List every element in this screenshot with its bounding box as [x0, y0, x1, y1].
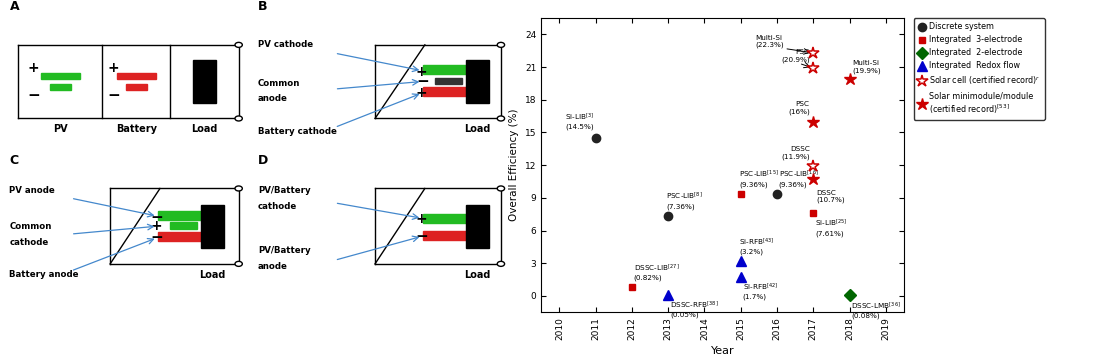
Text: cathode: cathode: [9, 238, 49, 247]
Circle shape: [235, 116, 242, 121]
Text: PV anode: PV anode: [9, 186, 55, 195]
Text: +: +: [416, 86, 427, 100]
Text: Common: Common: [258, 79, 300, 88]
Circle shape: [235, 261, 242, 266]
Bar: [158, 232, 209, 241]
X-axis label: Year: Year: [711, 346, 734, 356]
Text: C: C: [9, 154, 19, 167]
Bar: [193, 60, 217, 103]
Circle shape: [235, 42, 242, 47]
Bar: [465, 60, 489, 103]
Text: Load: Load: [200, 270, 225, 280]
Text: +: +: [416, 65, 427, 79]
Bar: [126, 84, 147, 90]
Bar: [423, 87, 473, 96]
Text: DSSC-RFB$^{[38]}$
(0.05%): DSSC-RFB$^{[38]}$ (0.05%): [670, 299, 719, 318]
Text: Multi-Si
(22.3%): Multi-Si (22.3%): [756, 35, 783, 48]
Text: A: A: [9, 0, 19, 13]
Y-axis label: Overall Efficiency (%): Overall Efficiency (%): [509, 109, 519, 222]
Text: PSC
(20.9%): PSC (20.9%): [781, 49, 809, 63]
Text: B: B: [258, 0, 268, 13]
Text: Si-LIB$^{[25]}$
(7.61%): Si-LIB$^{[25]}$ (7.61%): [815, 218, 847, 237]
Bar: [201, 205, 224, 248]
Text: Si-LIB$^{[3]}$
(14.5%): Si-LIB$^{[3]}$ (14.5%): [565, 111, 594, 130]
Bar: [423, 214, 473, 223]
Text: PSC
(16%): PSC (16%): [788, 102, 809, 115]
Text: DSSC-LIB$^{[27]}$
(0.82%): DSSC-LIB$^{[27]}$ (0.82%): [634, 262, 680, 281]
Text: Load: Load: [464, 124, 491, 134]
Text: +: +: [28, 61, 39, 75]
Text: PSC-LIB$^{[16]}$
(9.36%): PSC-LIB$^{[16]}$ (9.36%): [779, 169, 819, 188]
Text: PV: PV: [52, 124, 68, 134]
Text: cathode: cathode: [258, 202, 297, 211]
Text: DSSC
(11.9%): DSSC (11.9%): [781, 146, 809, 160]
Bar: [423, 231, 473, 240]
Bar: [435, 78, 462, 84]
Text: +: +: [107, 61, 119, 75]
Bar: [465, 205, 489, 248]
Text: Battery anode: Battery anode: [9, 270, 79, 279]
Text: +: +: [415, 212, 427, 226]
Bar: [117, 73, 156, 79]
Text: DSSC-LMB$^{[36]}$
(0.08%): DSSC-LMB$^{[36]}$ (0.08%): [852, 300, 902, 319]
Bar: [158, 211, 209, 220]
Text: Multi-Si
(19.9%): Multi-Si (19.9%): [853, 60, 881, 74]
Circle shape: [498, 42, 504, 47]
Bar: [49, 84, 71, 90]
Bar: [40, 73, 80, 79]
Text: −: −: [151, 210, 163, 225]
Circle shape: [498, 186, 504, 191]
Text: PSC-LIB$^{[8]}$
(7.36%): PSC-LIB$^{[8]}$ (7.36%): [666, 191, 703, 210]
Text: +: +: [151, 219, 162, 233]
Text: PV/Battery: PV/Battery: [258, 186, 310, 195]
Circle shape: [235, 186, 242, 191]
Text: Load: Load: [464, 270, 491, 280]
Text: Battery cathode: Battery cathode: [258, 127, 337, 136]
Text: anode: anode: [258, 262, 288, 271]
Text: −: −: [151, 230, 163, 245]
Text: Battery: Battery: [116, 124, 157, 134]
Text: −: −: [28, 88, 40, 103]
Text: Si-RFB$^{[42]}$
(1.7%): Si-RFB$^{[42]}$ (1.7%): [742, 281, 778, 300]
Text: anode: anode: [258, 94, 288, 103]
Circle shape: [498, 261, 504, 266]
Bar: [423, 65, 473, 74]
Text: PV cathode: PV cathode: [258, 41, 314, 50]
Circle shape: [498, 116, 504, 121]
Legend: Discrete system, Integrated  3-electrode, Integrated  2-electrode, Integrated  R: Discrete system, Integrated 3-electrode,…: [914, 18, 1045, 120]
Text: DSSC
(10.7%): DSSC (10.7%): [816, 190, 845, 203]
Text: PV/Battery: PV/Battery: [258, 246, 310, 255]
Text: Load: Load: [191, 124, 218, 134]
Text: Common: Common: [9, 222, 51, 231]
Text: D: D: [258, 154, 268, 167]
Text: −: −: [416, 74, 429, 89]
Text: −: −: [107, 88, 121, 103]
Text: Si-RFB$^{[43]}$
(3.2%): Si-RFB$^{[43]}$ (3.2%): [739, 236, 775, 255]
Text: −: −: [415, 229, 429, 244]
Bar: [170, 222, 198, 229]
Text: PSC-LIB$^{[15]}$
(9.36%): PSC-LIB$^{[15]}$ (9.36%): [739, 169, 779, 188]
